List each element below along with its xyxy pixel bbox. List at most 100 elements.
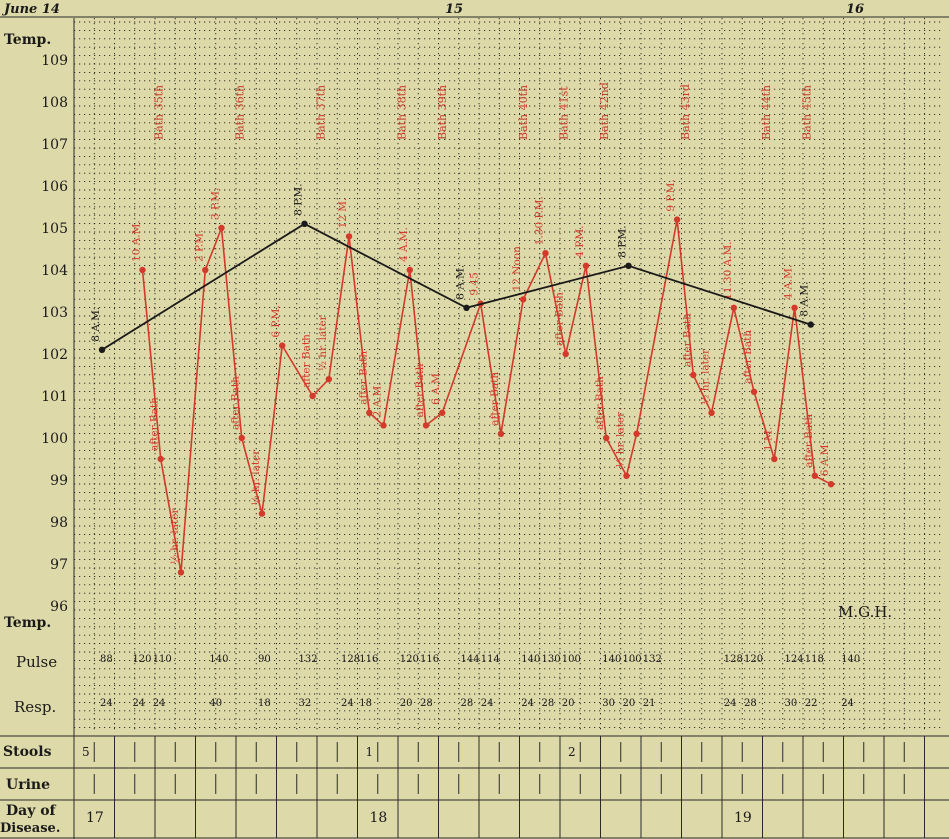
data-point [730, 304, 737, 311]
point-label: ½ hr. later [169, 508, 181, 565]
point-label: ½ hr. later [250, 449, 262, 506]
temp-axis-title-bottom: Temp. [4, 615, 51, 631]
data-point [542, 250, 549, 257]
data-point [406, 266, 413, 274]
stools-urine-table: 5 1 2 17 18 19 [0, 735, 949, 839]
point-label: 8 A.M. [799, 282, 811, 317]
point-label: 10 A.M. [131, 220, 143, 262]
stool-count: 2 [568, 745, 576, 759]
point-label: ½ hr. later [700, 348, 712, 405]
row-value: 28 [542, 698, 555, 709]
data-point [218, 224, 225, 232]
pulse-label: Pulse [16, 653, 57, 671]
point-label: 6 A.M. [430, 370, 442, 405]
pulse-values: 88 120 110 140 90 132 128 116 120 116 144 114 140 130… [100, 654, 860, 665]
temp-axis-title: Temp. [4, 32, 51, 48]
y-tick-label: 100 [41, 431, 68, 447]
point-label: 8 A.M. [90, 307, 102, 342]
data-point [771, 455, 778, 463]
bath-label: Bath 39th [436, 85, 449, 140]
row-value: 28 [461, 698, 474, 709]
row-labels: Temp. Temp. Pulse Resp. Stools Urine Day… [0, 32, 60, 836]
bath-label: Bath 37th [315, 85, 328, 140]
point-label: 3 P.M. [209, 188, 221, 220]
series-line [141, 219, 832, 573]
row-value: 124 [785, 654, 804, 665]
point-label: 6 A.M. [819, 441, 831, 476]
point-label: 4 A.M. [398, 227, 410, 262]
data-point [562, 350, 569, 358]
row-value: 24 [341, 698, 354, 709]
bath-label: Bath 45th [801, 85, 814, 140]
row-value: 24 [100, 698, 113, 709]
row-value: 140 [602, 654, 621, 665]
day-of-disease-label-2: Disease. [0, 821, 60, 836]
bath-label: Bath 42nd [598, 82, 611, 140]
data-point [497, 430, 505, 437]
y-tick-label: 108 [41, 95, 68, 111]
point-label: 4 P.M. [574, 225, 586, 257]
mgh-mark: M.G.H. [838, 603, 892, 621]
day-of-disease-value: 18 [370, 810, 388, 826]
data-point [633, 430, 640, 437]
row-value: 100 [562, 654, 581, 665]
point-label: ½ hr. later [614, 411, 626, 468]
row-value: 20 [400, 698, 413, 709]
point-label: 2 P.M. [193, 230, 205, 262]
data-point [623, 472, 630, 479]
point-label: after Bath [301, 334, 313, 388]
row-value: 132 [299, 654, 318, 665]
point-label: after Bath [149, 397, 161, 451]
bath-label: Bath 41st [558, 86, 571, 140]
bath-label: Bath 40th [517, 85, 530, 140]
row-value: 24 [724, 698, 737, 709]
y-tick-label: 96 [50, 599, 68, 615]
data-point [520, 296, 527, 303]
y-tick-label: 99 [50, 473, 68, 489]
row-value: 28 [420, 698, 433, 709]
point-label: 1.30 P.M. [533, 196, 545, 245]
resp-label: Resp. [14, 698, 56, 716]
row-value: 120 [400, 654, 419, 665]
stools-label: Stools [3, 744, 52, 760]
row-value: 24 [132, 698, 145, 709]
data-point [827, 481, 835, 488]
data-point [690, 371, 697, 379]
point-label: 11.30 A.M. [722, 241, 734, 299]
data-point [98, 346, 106, 353]
point-label: 12 Noon [511, 246, 523, 292]
stool-count: 5 [82, 745, 90, 759]
point-label: 6 P.M. [270, 305, 282, 337]
row-value: 116 [420, 654, 439, 665]
row-value: 132 [643, 654, 662, 665]
row-value: 24 [521, 698, 534, 709]
row-value: 32 [299, 698, 312, 709]
data-point [380, 422, 387, 429]
row-value: 30 [785, 698, 798, 709]
date-label: June 14 [1, 2, 60, 17]
row-value: 24 [841, 698, 854, 709]
y-tick-label: 97 [50, 557, 68, 573]
point-label: 2 A.M. [371, 382, 383, 417]
point-label: after Bath [554, 292, 566, 346]
bath-labels: Bath 35th Bath 36th Bath 37th Bath 38th Bath… [153, 82, 814, 140]
data-point [807, 321, 814, 328]
data-point [708, 409, 715, 416]
data-point [177, 569, 185, 576]
chart-grid [0, 16, 949, 839]
row-value: 22 [805, 698, 818, 709]
row-value: 24 [481, 698, 494, 709]
row-value: 20 [562, 698, 575, 709]
data-point [258, 510, 266, 517]
y-tick-label: 106 [41, 179, 68, 195]
series-bath-temps: 10 A.M. after Bath ½ hr. later 2 P.M. 3 P.M.… [131, 179, 835, 576]
point-label: 4 A.M. [783, 265, 795, 300]
day-of-disease-label: Day of [6, 803, 57, 819]
row-value: 140 [209, 654, 228, 665]
data-point [202, 266, 209, 274]
row-value: 90 [258, 654, 271, 665]
point-label: 8 P.M. [617, 225, 629, 257]
data-point [463, 304, 470, 311]
y-tick-label: 104 [41, 263, 68, 279]
point-label: ½ hr. later [317, 314, 329, 371]
